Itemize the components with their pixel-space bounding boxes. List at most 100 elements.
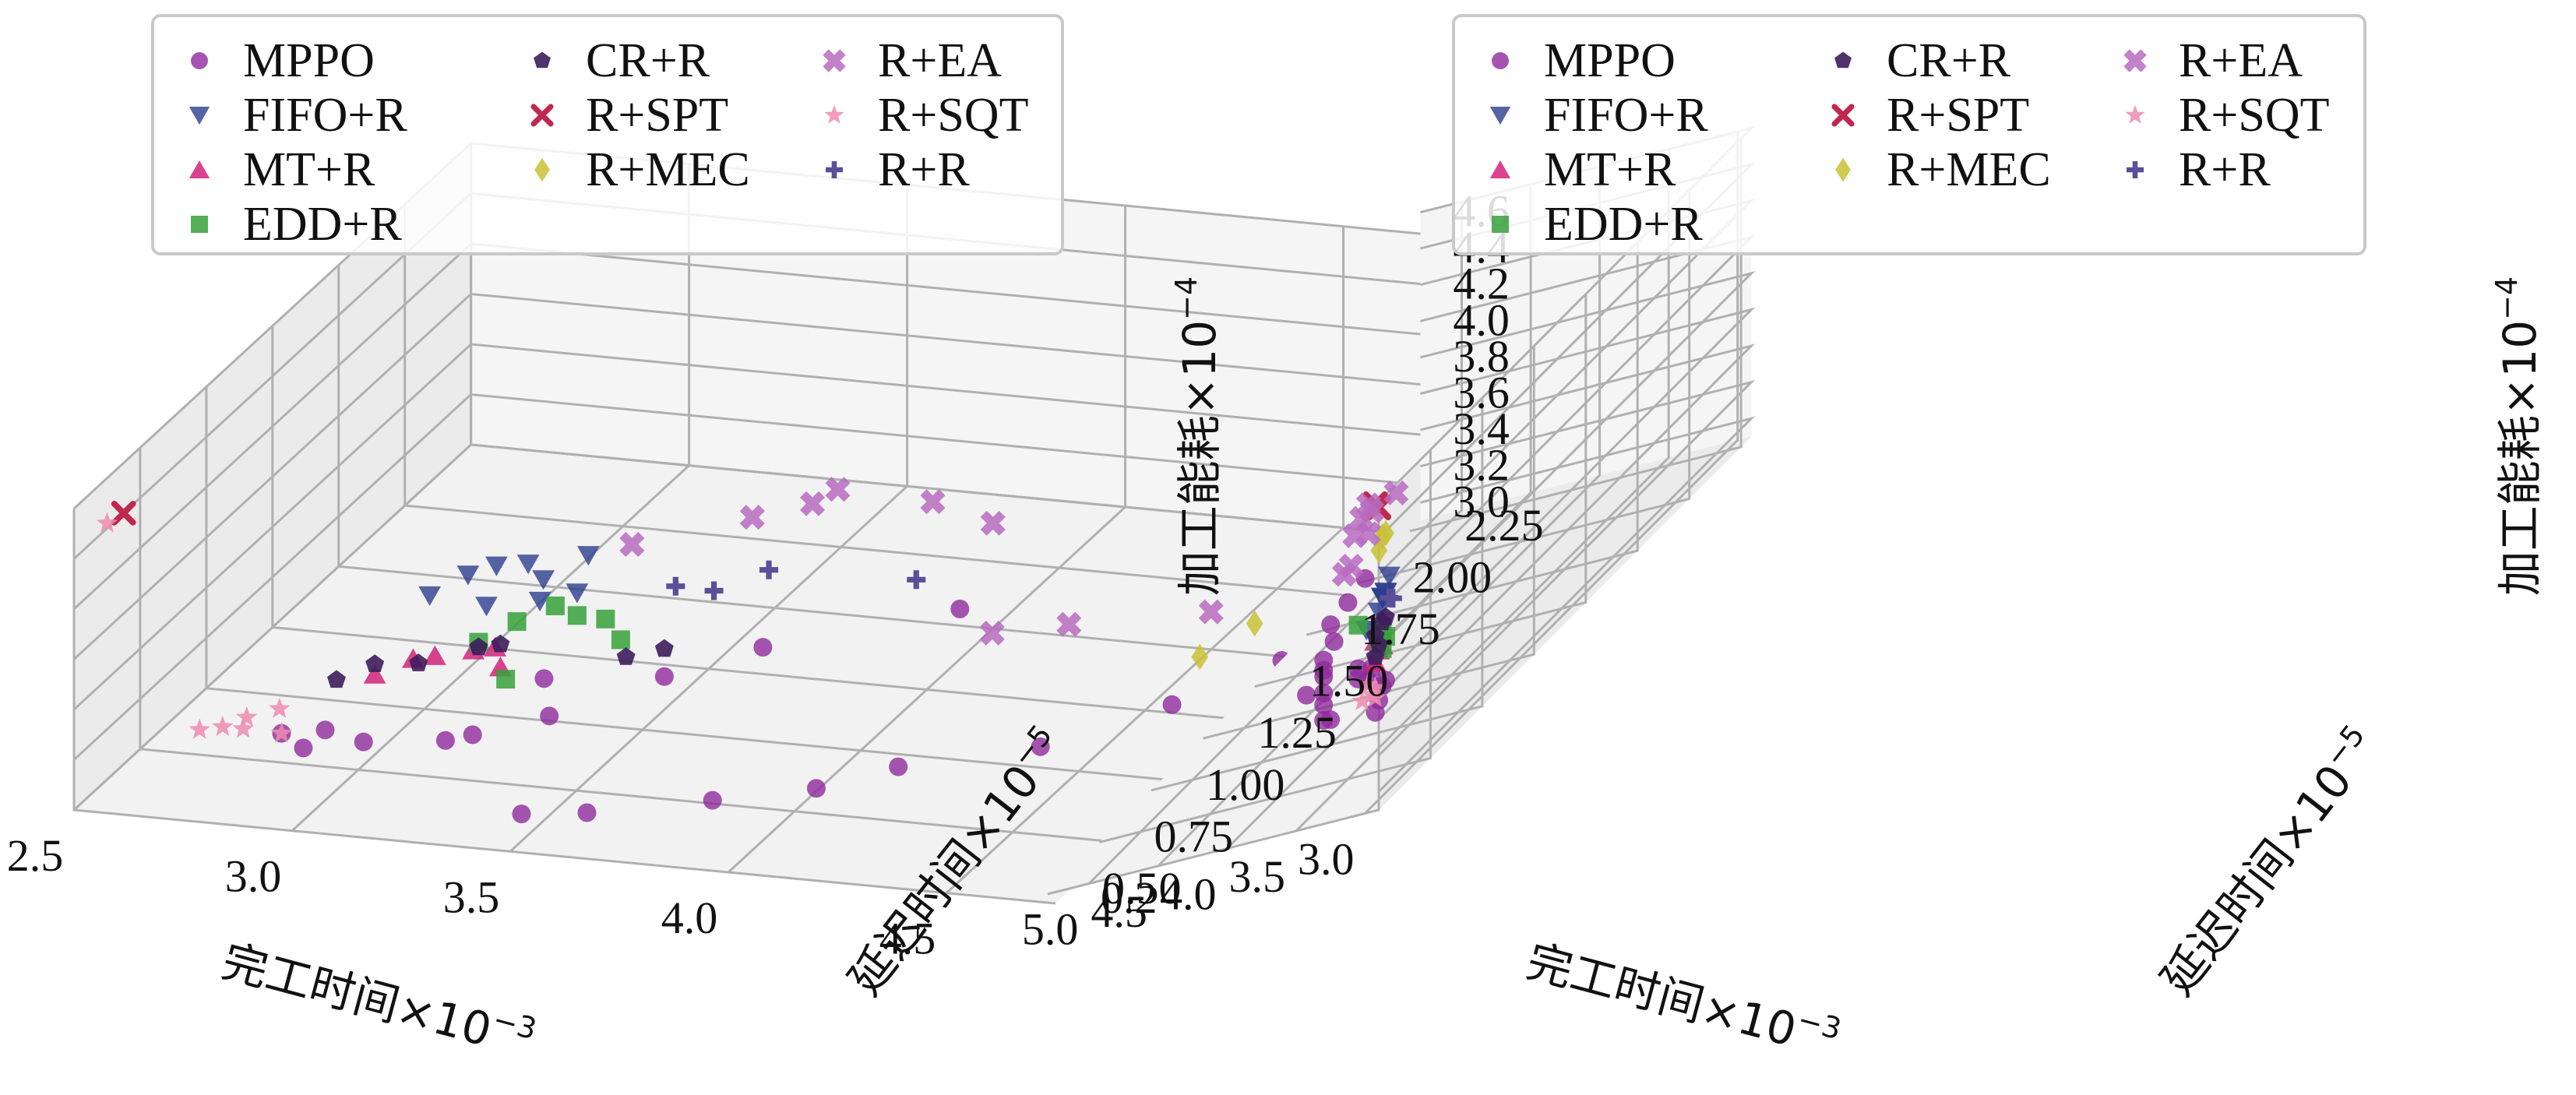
data-point [1364, 676, 1387, 697]
series-r-r [666, 560, 926, 600]
series-r-ea [619, 477, 1224, 646]
series-r-sqt [96, 512, 293, 743]
legend-label: R+MEC [1887, 143, 2051, 196]
data-point [739, 505, 765, 530]
legend-label: MT+R [1544, 143, 1676, 196]
z-tick-label: 3.6 [1453, 368, 1510, 418]
series-cr-r [327, 634, 674, 688]
data-point [980, 510, 1006, 536]
legend-label: R+SPT [586, 89, 728, 142]
legend-item: R+MEC [1835, 143, 2051, 196]
data-point [825, 477, 851, 502]
data-point [1297, 685, 1316, 705]
y-tick-label: 1.00 [1206, 759, 1285, 810]
legend-marker [191, 52, 208, 69]
data-point [1338, 553, 1364, 579]
data-point [1162, 695, 1182, 714]
data-point [1056, 611, 1082, 637]
legend-label: R+R [878, 143, 970, 196]
legend-item: MPPO [191, 34, 375, 87]
data-point [1366, 625, 1385, 644]
series-r-sqt [1351, 674, 1387, 711]
legend-item: CR+R [1834, 34, 2011, 87]
data-point [596, 609, 615, 628]
legend-marker [530, 104, 554, 127]
data-point [1198, 599, 1224, 625]
legend-label: MT+R [243, 143, 375, 196]
z-tick-label: 3.2 [1453, 440, 1510, 491]
gridline-y [1358, 190, 1691, 584]
legend-marker [191, 216, 208, 233]
data-point [1324, 632, 1344, 651]
legend-item: R+MEC [534, 143, 750, 196]
x-axis-label-text: 完工时间×10 [1521, 935, 1802, 1057]
legend-label: CR+R [586, 34, 710, 87]
legend-item: R+SPT [1831, 89, 2029, 142]
legend-marker [1834, 51, 1852, 69]
data-point [907, 570, 926, 590]
data-point [269, 697, 291, 718]
y-axis-label: 延迟时间×10−5 [2148, 718, 2389, 1005]
z-tick-label: 4.2 [1453, 259, 1510, 309]
data-point [485, 556, 508, 576]
gridline-z [72, 443, 1453, 812]
data-point [619, 532, 645, 558]
x-tick-label: 4.0 [1160, 869, 1217, 920]
legend-frame [151, 14, 1064, 255]
legend-frame [1452, 14, 2366, 255]
x-axis-label-text: 完工时间×10 [217, 935, 497, 1057]
data-point [806, 779, 826, 798]
z-tick-label: 3.4 [1453, 403, 1510, 454]
data-point [576, 546, 600, 566]
y-tick-label: 1.50 [1309, 656, 1389, 706]
data-point [1377, 566, 1401, 586]
legend-item: R+SPT [530, 89, 728, 142]
gridline-y [1099, 449, 1432, 843]
legend-marker [189, 160, 210, 178]
x-tick-label: 5.0 [1022, 904, 1079, 955]
legend-marker [534, 157, 550, 182]
data-point [1383, 480, 1409, 506]
data-point [534, 669, 554, 688]
legend-label: CR+R [1887, 34, 2011, 87]
series-r-ea [1331, 480, 1409, 587]
x-tick-label: 3.0 [225, 851, 282, 902]
legend-item: FIFO+R [1489, 89, 1708, 142]
data-point [507, 612, 527, 632]
series-fifo-r [418, 546, 600, 617]
data-point [1359, 498, 1385, 523]
legend-label: R+SQT [2179, 89, 2329, 142]
data-point [920, 489, 946, 515]
data-point [1031, 737, 1050, 756]
data-point [96, 512, 118, 533]
data-point [616, 647, 636, 665]
data-point [365, 654, 385, 672]
gridline-z [72, 343, 1453, 711]
legend-item: CR+R [534, 34, 710, 87]
y-axis-label-text: 延迟时间×10 [2151, 755, 2363, 1005]
legend-label: FIFO+R [1544, 89, 1708, 142]
data-point [1321, 615, 1341, 635]
legend-marker [1831, 104, 1855, 127]
legend-marker [534, 51, 551, 69]
legend-item: EDD+R [191, 198, 402, 251]
y-tick-label: 0.75 [1154, 811, 1233, 861]
data-point [463, 725, 482, 745]
legend-label: EDD+R [243, 198, 402, 251]
data-point [1383, 589, 1402, 608]
data-point [979, 620, 1005, 646]
gridline-z [1377, 307, 1756, 684]
data-point [512, 805, 531, 824]
legend-label: R+R [2179, 143, 2271, 196]
x-tick-label: 3.5 [1229, 851, 1286, 902]
gridline-y [1306, 242, 1639, 636]
data-point [1314, 650, 1334, 670]
data-point [567, 606, 587, 625]
data-point [532, 570, 555, 590]
legend-marker [1489, 160, 1511, 178]
z-tick-label: 4.0 [1453, 294, 1510, 345]
legend-marker [1489, 107, 1511, 125]
gridline-z [1377, 416, 1756, 793]
y-tick-label: 1.25 [1257, 707, 1337, 758]
series-cr-r [1366, 607, 1395, 665]
